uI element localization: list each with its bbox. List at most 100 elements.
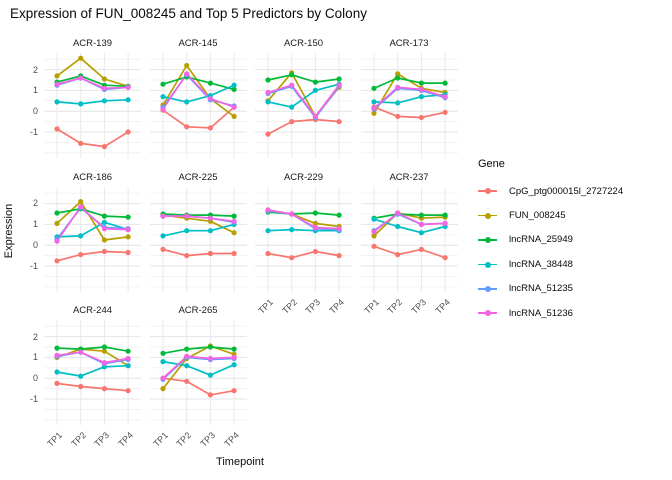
data-point-lncRNA_51236-TP4: [231, 354, 237, 360]
x-axis-title: Timepoint: [216, 456, 264, 468]
x-tick-label: TP4: [116, 430, 136, 449]
data-point-CpG_ptg000015l_2727224-TP3: [101, 386, 107, 392]
series-line-CpG_ptg000015l_2727224: [56, 250, 129, 262]
data-point-lncRNA_51236-TP1: [54, 81, 60, 87]
series-line-FUN_008245: [267, 71, 340, 118]
data-point-CpG_ptg000015l_2727224-TP2: [394, 113, 400, 119]
legend-label: lncRNA_25949: [509, 234, 573, 246]
series-line-CpG_ptg000015l_2727224: [372, 106, 446, 119]
series-line-lncRNA_25949: [372, 77, 446, 90]
facet-panel-ACR-265: [149, 320, 247, 430]
series-line-lncRNA_51236: [267, 208, 340, 229]
legend-key-icon: [478, 234, 497, 246]
data-point-CpG_ptg000015l_2727224-TP3: [418, 114, 424, 121]
data-point-lncRNA_51236-TP4: [336, 82, 342, 88]
data-point-lncRNA_51236-TP3: [207, 215, 213, 221]
x-tick-label: TP1: [256, 296, 276, 316]
series-line-CpG_ptg000015l_2727224: [267, 250, 340, 259]
data-point-lncRNA_25949-TP1: [159, 81, 166, 87]
data-point-lncRNA_25949-TP4: [231, 86, 237, 92]
data-point-lncRNA_38448-TP1: [54, 369, 60, 375]
data-point-CpG_ptg000015l_2727224-TP4: [336, 252, 342, 258]
data-point-CpG_ptg000015l_2727224-TP1: [54, 257, 60, 263]
y-tick-label: 1: [32, 85, 38, 96]
data-point-FUN_008245-TP3: [101, 348, 107, 354]
data-point-lncRNA_38448-TP1: [159, 94, 166, 100]
data-point-CpG_ptg000015l_2727224-TP3: [101, 144, 107, 150]
series-line-FUN_008245: [161, 345, 235, 390]
data-point-lncRNA_51236-TP4: [442, 94, 448, 100]
data-point-lncRNA_38448-TP3: [418, 229, 424, 235]
facet-strip-ACR-244: ACR-244: [72, 305, 113, 316]
data-point-lncRNA_25949-TP1: [159, 350, 166, 356]
data-point-CpG_ptg000015l_2727224-TP4: [442, 254, 448, 260]
series-line-lncRNA_38448: [161, 223, 235, 237]
data-point-lncRNA_38448-TP2: [183, 227, 189, 233]
data-point-lncRNA_38448-TP1: [159, 359, 166, 365]
data-point-lncRNA_38448-TP4: [231, 362, 237, 368]
data-point-FUN_008245-TP4: [231, 113, 237, 119]
data-point-lncRNA_38448-TP3: [312, 87, 318, 93]
data-point-lncRNA_51236-TP3: [418, 86, 424, 92]
x-tick-label: TP2: [69, 430, 88, 449]
data-point-lncRNA_25949-TP4: [442, 212, 448, 218]
data-point-CpG_ptg000015l_2727224-TP1: [265, 131, 271, 137]
facet-panel-ACR-145: [149, 53, 247, 163]
data-point-CpG_ptg000015l_2727224-TP2: [394, 251, 400, 257]
data-point-lncRNA_38448-TP1: [265, 227, 271, 233]
series-line-FUN_008245: [372, 211, 446, 237]
data-point-FUN_008245-TP4: [231, 229, 237, 235]
data-point-lncRNA_25949-TP4: [231, 213, 237, 219]
chart-title: Expression of FUN_008245 and Top 5 Predi…: [10, 6, 367, 21]
series-line-lncRNA_38448: [56, 364, 129, 377]
data-point-CpG_ptg000015l_2727224-TP2: [183, 252, 189, 258]
data-point-lncRNA_38448-TP1: [54, 99, 60, 105]
data-point-lncRNA_38448-TP2: [289, 226, 295, 232]
data-point-lncRNA_38448-TP2: [394, 100, 400, 106]
series-line-lncRNA_25949: [161, 76, 235, 91]
data-point-lncRNA_25949-TP4: [125, 214, 131, 220]
x-tick-label: TP2: [280, 296, 299, 316]
data-point-lncRNA_51236-TP1: [265, 206, 271, 212]
y-tick-label: 2: [32, 64, 38, 75]
data-point-lncRNA_25949-TP3: [101, 344, 107, 350]
series-line-lncRNA_51236: [372, 86, 446, 109]
data-point-lncRNA_51236-TP4: [442, 220, 448, 226]
y-tick-label: -1: [29, 394, 38, 404]
data-point-FUN_008245-TP4: [125, 233, 131, 239]
series-line-FUN_008245: [56, 200, 129, 241]
series-line-lncRNA_51236: [372, 211, 446, 233]
y-tick-label: 0: [32, 373, 38, 384]
data-point-FUN_008245-TP2: [183, 62, 189, 69]
data-point-lncRNA_38448-TP1: [370, 99, 377, 105]
data-point-CpG_ptg000015l_2727224-TP3: [207, 392, 213, 398]
series-line-lncRNA_25949: [267, 73, 340, 83]
data-point-CpG_ptg000015l_2727224-TP1: [265, 250, 271, 256]
data-point-lncRNA_25949-TP3: [312, 209, 318, 216]
data-point-CpG_ptg000015l_2727224-TP4: [125, 249, 131, 255]
data-point-FUN_008245-TP1: [370, 110, 377, 116]
x-tick-label: TP2: [385, 296, 405, 316]
data-point-lncRNA_38448-TP3: [101, 98, 107, 104]
series-line-lncRNA_38448: [161, 84, 235, 103]
data-point-lncRNA_38448-TP3: [207, 227, 213, 233]
y-axis-title: Expression: [3, 203, 15, 259]
facet-panel-ACR-173: [360, 53, 458, 163]
legend-item-lncRNA_51235: lncRNA_51235: [478, 277, 623, 301]
data-point-lncRNA_51236-TP2: [183, 71, 189, 77]
data-point-lncRNA_51236-TP4: [336, 225, 342, 231]
data-point-lncRNA_38448-TP2: [183, 363, 189, 369]
y-tick-label: -1: [29, 260, 38, 271]
series-line-lncRNA_38448: [56, 220, 129, 238]
data-point-lncRNA_51236-TP3: [418, 221, 424, 227]
series-line-lncRNA_51236: [161, 214, 235, 222]
series-line-lncRNA_38448: [56, 98, 129, 105]
data-point-CpG_ptg000015l_2727224-TP4: [336, 119, 342, 125]
y-tick-label: 2: [32, 331, 38, 342]
data-point-lncRNA_51236-TP1: [370, 228, 377, 234]
data-point-lncRNA_51236-TP3: [101, 225, 107, 231]
series-line-lncRNA_51236: [56, 205, 129, 242]
data-point-FUN_008245-TP2: [78, 198, 84, 204]
data-point-lncRNA_51236-TP2: [78, 75, 84, 81]
data-point-lncRNA_38448-TP4: [231, 82, 237, 88]
